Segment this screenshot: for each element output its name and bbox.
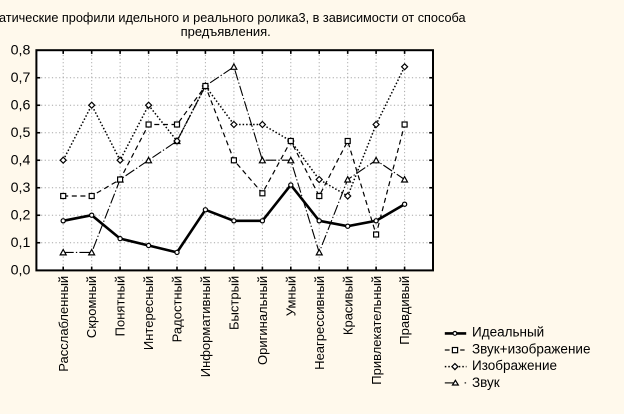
svg-text:Идеальный: Идеальный xyxy=(472,324,544,339)
svg-text:Оригинальный: Оригинальный xyxy=(255,276,270,365)
svg-text:Красивый: Красивый xyxy=(340,276,355,335)
svg-text:0,2: 0,2 xyxy=(11,207,31,223)
svg-text:Звук+изображение: Звук+изображение xyxy=(472,342,590,357)
svg-text:Умный: Умный xyxy=(283,276,298,316)
svg-text:Привлекательный: Привлекательный xyxy=(369,276,384,385)
svg-text:Расслабленный: Расслабленный xyxy=(56,276,71,372)
svg-text:Интересный: Интересный xyxy=(141,276,156,350)
svg-text:0,6: 0,6 xyxy=(11,97,31,113)
svg-text:Понятный: Понятный xyxy=(113,276,128,337)
svg-text:Быстрый: Быстрый xyxy=(227,276,242,330)
svg-text:0,1: 0,1 xyxy=(11,235,31,251)
svg-text:0,4: 0,4 xyxy=(11,152,31,168)
svg-text:Неагрессивный: Неагрессивный xyxy=(312,276,327,370)
svg-text:Звук: Звук xyxy=(472,375,500,390)
svg-text:Радостный: Радостный xyxy=(170,276,185,343)
svg-text:0,7: 0,7 xyxy=(11,70,31,86)
svg-text:0,5: 0,5 xyxy=(11,125,31,141)
svg-text:Правдивый: Правдивый xyxy=(397,276,412,345)
svg-text:Информативный: Информативный xyxy=(198,276,213,377)
svg-text:0,3: 0,3 xyxy=(11,180,31,196)
svg-text:0,8: 0,8 xyxy=(11,42,31,58)
svg-text:предъявления.: предъявления. xyxy=(181,24,271,39)
svg-text:атические профили идельного и: атические профили идельного и реального … xyxy=(0,11,467,25)
svg-text:0,0: 0,0 xyxy=(11,262,31,278)
svg-text:Скромный: Скромный xyxy=(84,276,99,338)
svg-text:Изображение: Изображение xyxy=(472,358,557,373)
